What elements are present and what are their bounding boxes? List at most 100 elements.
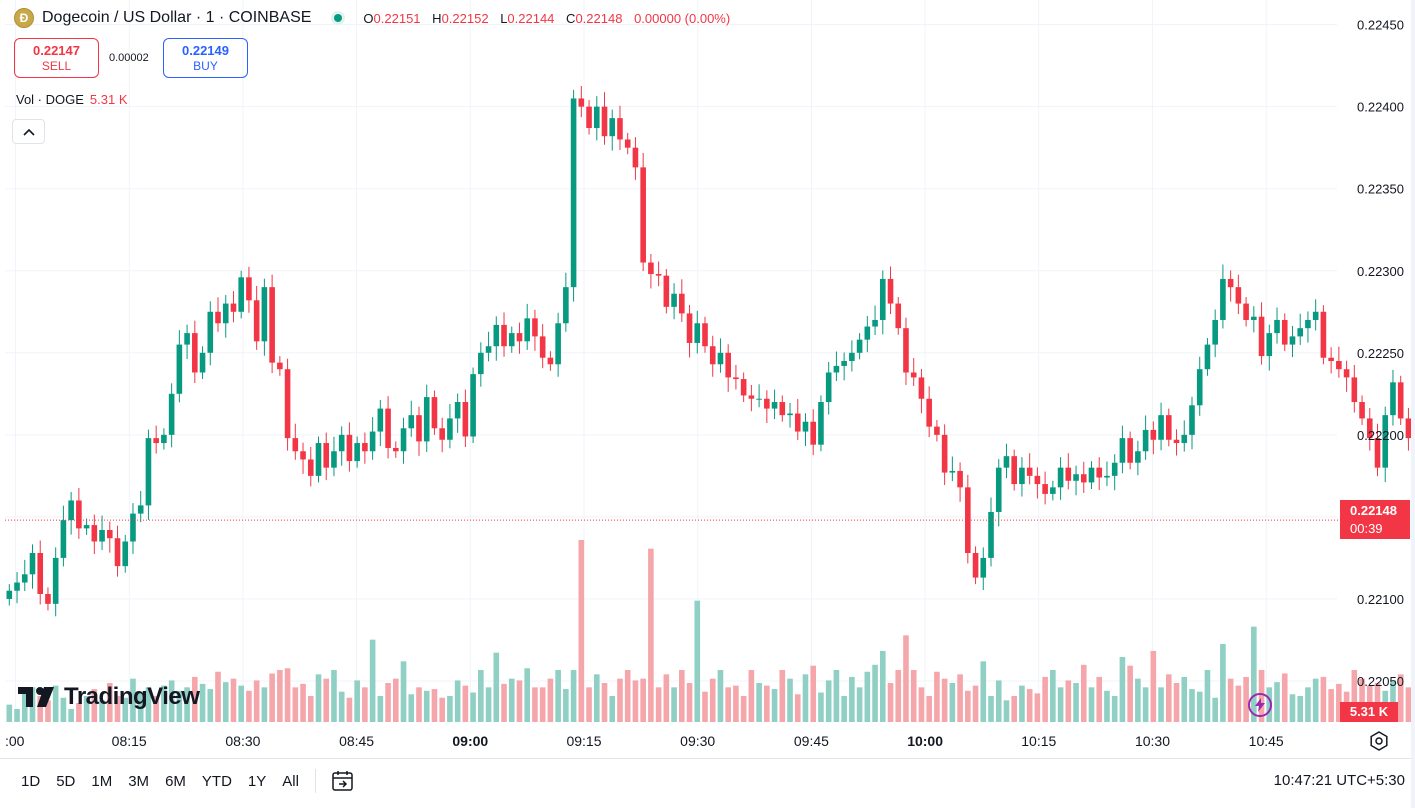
volume-bar [980, 661, 987, 722]
candle-body [1390, 382, 1396, 416]
candle-body [1220, 278, 1226, 320]
lightning-icon[interactable] [1248, 693, 1272, 717]
candle-body [539, 336, 546, 358]
candle-body [787, 413, 793, 416]
volume-bar [416, 687, 422, 722]
volume-bar [168, 680, 175, 722]
candle-body [29, 552, 36, 575]
candle-body [1235, 287, 1242, 304]
candle-body [818, 402, 824, 445]
volume-legend[interactable]: Vol · DOGE 5.31 K [16, 92, 128, 107]
volume-bar [779, 670, 786, 722]
candle-body [207, 311, 214, 353]
volume-bar [393, 678, 399, 722]
candle-body [1127, 438, 1133, 463]
volume-bar [787, 678, 793, 722]
buy-button[interactable]: 0.22149 BUY [163, 38, 248, 78]
volume-bar [988, 696, 994, 722]
collapse-legend-button[interactable] [12, 119, 45, 144]
candle-body [1343, 369, 1350, 378]
dogecoin-icon[interactable]: Ð [14, 8, 34, 28]
range-6m-button[interactable]: 6M [165, 772, 186, 790]
go-to-date-icon[interactable] [330, 768, 356, 794]
timezone-clock[interactable]: 10:47:21 UTC+5:30 [1273, 772, 1405, 789]
range-3m-button[interactable]: 3M [128, 772, 150, 790]
candle-body [478, 352, 484, 375]
volume-bar [547, 678, 554, 722]
close-label: C [566, 10, 576, 26]
volume-bar [856, 687, 863, 722]
volume-bar [926, 696, 932, 722]
axis-settings-icon[interactable] [1368, 730, 1390, 752]
candle-body [1196, 369, 1203, 406]
candle-body [184, 333, 190, 345]
candle-body [1382, 415, 1389, 468]
price-tick-label: 0.22450 [1357, 18, 1404, 33]
candle-body [1173, 439, 1180, 444]
volume-bar [679, 670, 685, 722]
candle-body [910, 372, 917, 378]
candle-body [810, 421, 817, 445]
range-ytd-button[interactable]: YTD [201, 772, 232, 790]
spread-value: 0.00002 [109, 52, 149, 64]
price-tick-label: 0.22250 [1357, 346, 1404, 361]
volume-bar [887, 683, 894, 722]
sell-button[interactable]: 0.22147 SELL [14, 38, 99, 78]
tradingview-logo[interactable]: TradingView [18, 683, 200, 711]
volume-bar [1274, 682, 1280, 722]
range-1m-button[interactable]: 1M [91, 772, 113, 790]
time-tick-label: 10:45 [1249, 733, 1284, 749]
candle-body [431, 397, 438, 429]
volume-bar [1397, 674, 1404, 722]
candle-body [709, 346, 716, 365]
candle-body [284, 369, 291, 439]
range-1y-button[interactable]: 1Y [247, 772, 267, 790]
volume-bar [648, 548, 654, 722]
volume-bar [640, 678, 646, 722]
volume-bar [524, 668, 531, 722]
volume-bar [949, 683, 956, 722]
current-price-tag: 0.22148 00:39 [1340, 500, 1410, 539]
volume-bar [740, 696, 747, 722]
volume-bar [617, 678, 623, 722]
time-tick-label: 10:15 [1021, 733, 1056, 749]
time-axis[interactable]: :00 08:15 08:30 08:45 09:00 09:15 09:30 09:45 10… [5, 733, 1284, 749]
volume-bar [918, 687, 925, 722]
candle-body [1158, 415, 1164, 440]
candle-body [1181, 434, 1188, 444]
candle-body [1289, 336, 1296, 345]
volume-bar [748, 670, 755, 722]
candle-body [137, 505, 144, 514]
volume-bar [1312, 678, 1319, 722]
candle-body [307, 459, 314, 476]
price-tick-label: 0.22100 [1357, 592, 1404, 607]
candle-body [1104, 475, 1110, 478]
range-all-button[interactable]: All [282, 772, 299, 790]
volume-bar [246, 690, 252, 722]
range-5d-button[interactable]: 5D [56, 772, 76, 790]
candle-body [1080, 474, 1087, 483]
candle-body [1305, 319, 1311, 329]
candle-body [926, 398, 932, 427]
candle-body [918, 377, 925, 399]
candle-body [686, 313, 693, 343]
price-axis[interactable]: 0.22450 0.22400 0.22350 0.22300 0.22250 0.222… [1357, 18, 1404, 689]
volume-bar [586, 687, 592, 722]
candle-body [1359, 402, 1365, 419]
volume-bar [1173, 683, 1180, 722]
candle-body [99, 530, 105, 542]
range-1d-button[interactable]: 1D [21, 772, 41, 790]
volume-bar [354, 680, 360, 722]
volume-bar [346, 697, 353, 722]
volume-bar [1019, 685, 1025, 722]
volume-bar [879, 650, 886, 722]
volume-bar [315, 674, 322, 722]
symbol-title[interactable]: Dogecoin / US Dollar · 1 · COINBASE [42, 9, 312, 26]
volume-bar [184, 687, 190, 722]
candle-body [849, 352, 855, 361]
candle-body [965, 487, 971, 553]
price-chart[interactable]: 0.22450 0.22400 0.22350 0.22300 0.22250 0.222… [0, 0, 1415, 758]
volume-bar [1305, 687, 1311, 722]
volume-bar [14, 709, 20, 722]
candle-body [995, 467, 1002, 512]
